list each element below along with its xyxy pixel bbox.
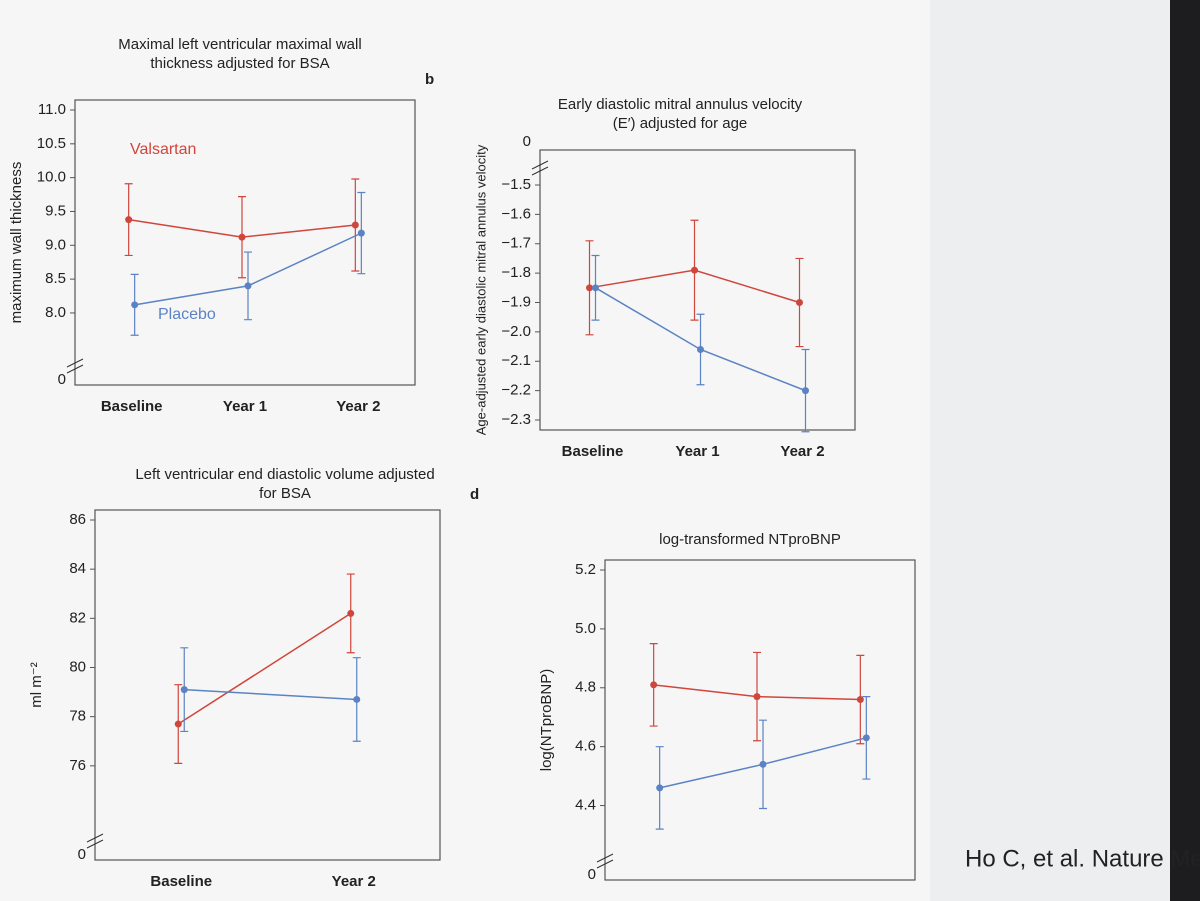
data-point: [244, 282, 252, 290]
y-tick-label: 86: [69, 511, 86, 528]
y-tick-label: 4.4: [575, 797, 596, 814]
series-line: [184, 688, 357, 701]
chart-title: log-transformed NTproBNP: [659, 531, 841, 548]
plot-frame: [539, 149, 856, 431]
x-tick-label: Baseline: [562, 443, 624, 460]
plot-frame: [94, 509, 441, 861]
data-point: [802, 387, 809, 395]
citation: Ho C, et al. Nature Me: [965, 845, 1200, 872]
axis-break: [86, 833, 104, 849]
y-tick-label: −2.0: [501, 323, 531, 340]
x-tick-label: Year 2: [780, 443, 824, 460]
y-break-label: 0: [58, 371, 66, 388]
data-point: [351, 221, 359, 229]
y-tick-label: 80: [69, 658, 86, 675]
y-tick-label: 78: [69, 708, 86, 725]
data-point: [353, 695, 361, 703]
y-tick-label: 9.0: [45, 236, 66, 253]
x-tick-label: Baseline: [150, 873, 212, 890]
y-tick-label: 9.5: [45, 202, 66, 219]
data-point: [125, 216, 133, 224]
data-point: [650, 681, 658, 689]
series-line: [177, 612, 352, 725]
data-point: [347, 609, 355, 617]
x-tick-label: Year 2: [332, 873, 376, 890]
chart-title: Early diastolic mitral annulus velocity …: [557, 96, 803, 132]
data-point: [174, 720, 182, 728]
x-tick-label: Year 1: [223, 398, 267, 415]
y-axis-label: ml m⁻²: [28, 662, 45, 707]
series-label: Placebo: [158, 306, 216, 323]
panel-letter: b: [425, 71, 434, 88]
plot-frame: [604, 559, 916, 881]
data-point: [753, 693, 761, 701]
data-point: [856, 696, 864, 704]
y-tick-label: −2.2: [501, 382, 531, 399]
data-point: [586, 284, 593, 292]
y-tick-label: 4.8: [575, 679, 596, 696]
y-tick-label: −1.9: [501, 293, 531, 310]
y-tick-label: 5.0: [575, 620, 596, 637]
chart-title: Maximal left ventricular maximal wall th…: [118, 36, 362, 72]
y-tick-label: 10.0: [37, 169, 66, 186]
y-tick-label: −1.6: [501, 205, 531, 222]
y-tick-label: 10.5: [37, 135, 66, 152]
y-tick-label: 76: [69, 757, 86, 774]
panel-letter: d: [470, 486, 479, 503]
y-tick-label: 8.0: [45, 304, 66, 321]
y-tick-label: −1.5: [501, 176, 531, 193]
y-tick-label: 11.0: [38, 101, 66, 118]
data-point: [592, 284, 599, 292]
y-break-label: 0: [78, 846, 86, 863]
data-point: [691, 266, 698, 274]
y-break-label: 0: [523, 133, 531, 150]
data-point: [180, 686, 188, 694]
data-point: [697, 346, 704, 353]
y-break-label: 0: [588, 866, 596, 883]
axis-break: [66, 358, 84, 374]
x-tick-label: Year 2: [336, 398, 380, 415]
y-axis-label: maximum wall thickness: [8, 162, 25, 324]
x-tick-label: Baseline: [101, 398, 163, 415]
y-tick-label: 84: [69, 560, 86, 577]
axis-break: [596, 853, 614, 869]
y-axis-label: log(NTproBNP): [538, 669, 555, 772]
series-label: Valsartan: [130, 141, 196, 158]
plot-frame: [74, 99, 416, 386]
y-tick-label: 5.2: [575, 561, 596, 578]
y-tick-label: −1.8: [501, 264, 531, 281]
y-tick-label: 82: [69, 609, 86, 626]
y-tick-label: −2.1: [501, 352, 531, 369]
x-tick-label: Year 1: [675, 443, 719, 460]
data-point: [759, 760, 767, 768]
axis-break: [531, 160, 549, 176]
data-point: [656, 784, 664, 792]
data-point: [357, 229, 365, 237]
data-point: [796, 299, 803, 306]
y-axis-label: Age-adjusted early diastolic mitral annu…: [473, 144, 488, 435]
data-point: [131, 301, 139, 309]
y-tick-label: 8.5: [45, 270, 66, 287]
y-tick-label: −1.7: [501, 235, 531, 252]
data-point: [862, 734, 870, 742]
y-tick-label: −2.3: [501, 411, 531, 428]
y-tick-label: 4.6: [575, 738, 596, 755]
chart-title: Left ventricular end diastolic volume ad…: [135, 466, 435, 502]
data-point: [238, 233, 246, 241]
